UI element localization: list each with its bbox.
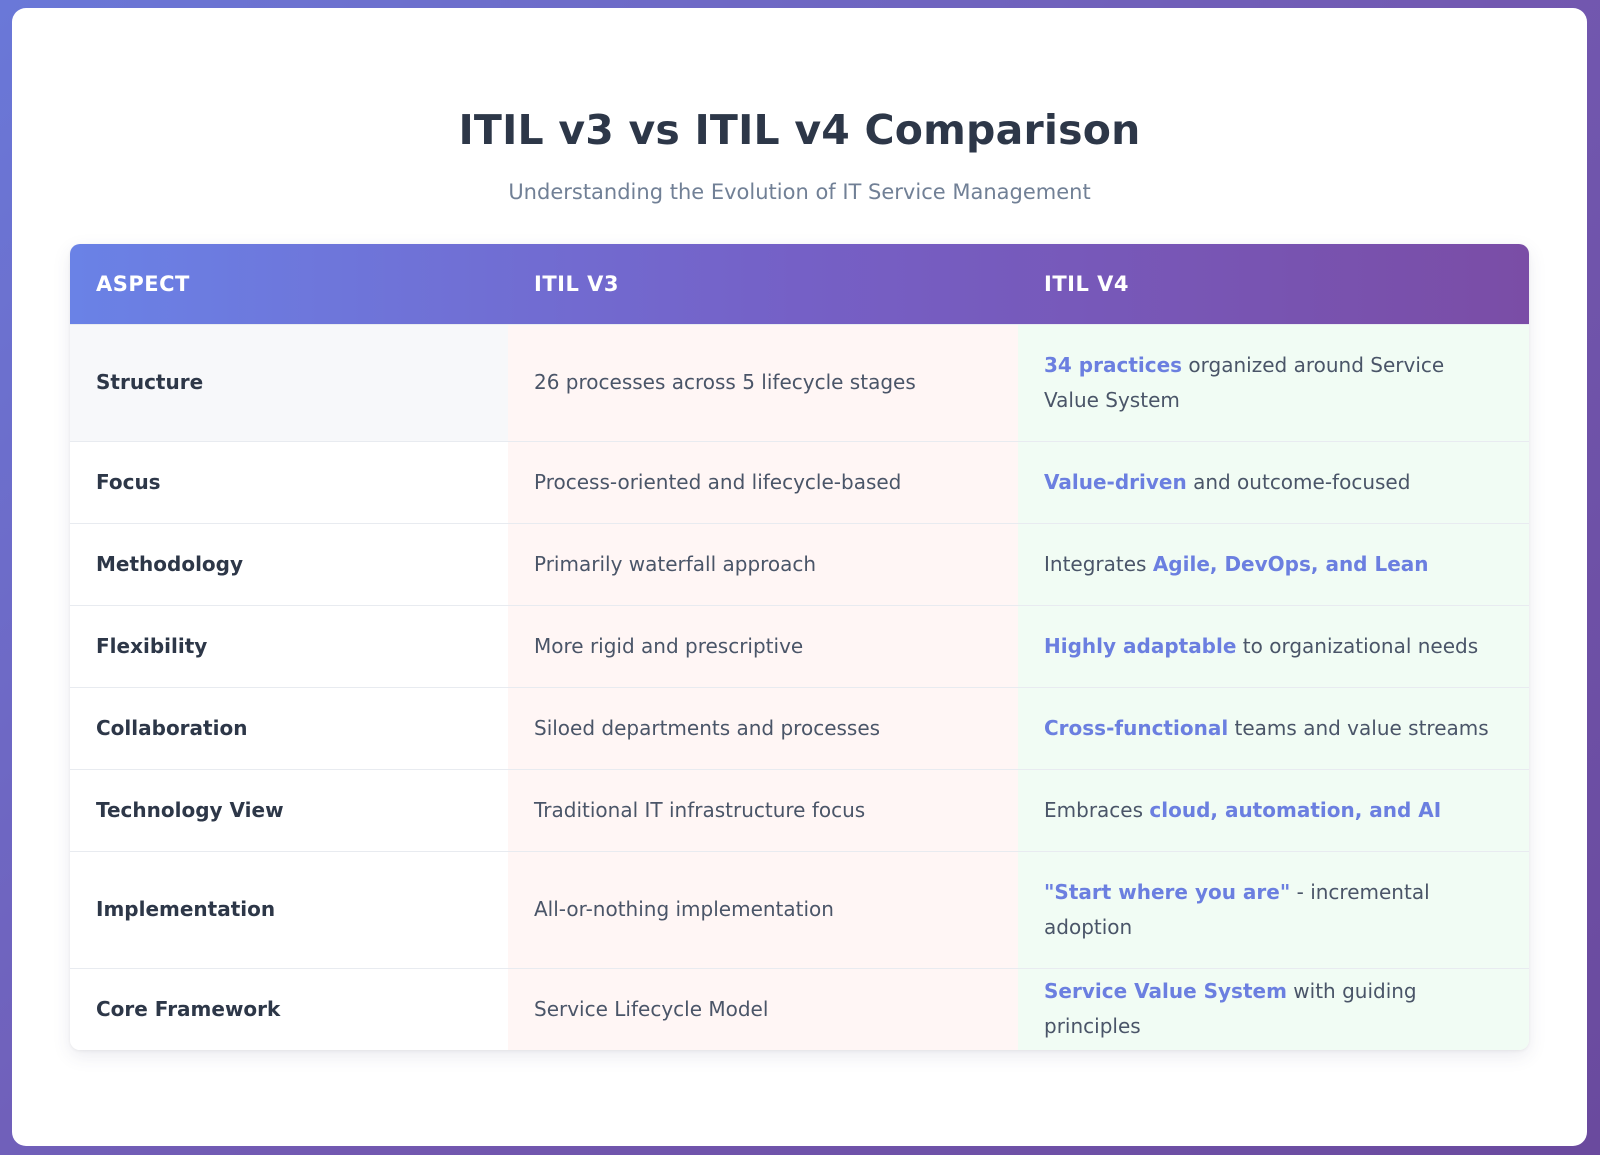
- v3-cell: Traditional IT infrastructure focus: [508, 768, 1018, 851]
- v4-highlight: Service Value System: [1044, 979, 1287, 1004]
- v4-text: - incremental adoption: [1044, 879, 1430, 939]
- aspect-cell: Technology View: [70, 768, 508, 851]
- v4-cell: Highly adaptable to organizational needs: [1018, 604, 1529, 687]
- v4-cell: Service Value System with guiding princi…: [1018, 967, 1529, 1050]
- aspect-cell: Flexibility: [70, 604, 508, 687]
- aspect-cell: Focus: [70, 440, 508, 523]
- v4-highlight: "Start where you are": [1044, 879, 1291, 904]
- page-title: ITIL v3 vs ITIL v4 Comparison: [458, 106, 1141, 154]
- v4-cell: Cross-functional teams and value streams: [1018, 686, 1529, 769]
- v4-text: and outcome-focused: [1186, 469, 1411, 494]
- table-row: Implementation All-or-nothing implementa…: [70, 850, 1529, 968]
- v4-cell: Value-driven and outcome-focused: [1018, 440, 1529, 523]
- v4-text: organized around Service Value System: [1044, 352, 1445, 412]
- header-aspect: ASPECT: [96, 271, 190, 296]
- v4-highlight: Highly adaptable: [1044, 633, 1237, 658]
- v3-cell: Service Lifecycle Model: [508, 967, 1018, 1050]
- table-row: Flexibility More rigid and prescriptive …: [70, 604, 1529, 687]
- v4-text: teams and value streams: [1228, 715, 1489, 740]
- v3-cell: 26 processes across 5 lifecycle stages: [508, 323, 1018, 441]
- table-row: Methodology Primarily waterfall approach…: [70, 522, 1529, 605]
- v4-highlight: Value-driven: [1044, 469, 1187, 494]
- aspect-cell: Implementation: [70, 850, 508, 968]
- v3-cell: Primarily waterfall approach: [508, 522, 1018, 605]
- v4-text: Embraces: [1044, 797, 1150, 822]
- content-card: ITIL v3 vs ITIL v4 Comparison Understand…: [12, 8, 1587, 1146]
- v3-cell: More rigid and prescriptive: [508, 604, 1018, 687]
- table-row: Core Framework Service Lifecycle Model S…: [70, 967, 1529, 1050]
- table-row: Technology View Traditional IT infrastru…: [70, 768, 1529, 851]
- v4-highlight: Cross-functional: [1044, 715, 1229, 740]
- v4-text: to organizational needs: [1236, 633, 1479, 658]
- v4-cell: Embraces cloud, automation, and AI: [1018, 768, 1529, 851]
- v3-cell: All-or-nothing implementation: [508, 850, 1018, 968]
- header-itil-v4: ITIL V4: [1044, 271, 1130, 296]
- aspect-cell: Core Framework: [70, 967, 508, 1050]
- page-subtitle: Understanding the Evolution of IT Servic…: [508, 180, 1091, 204]
- v4-cell: "Start where you are" - incremental adop…: [1018, 850, 1529, 968]
- comparison-table: ASPECT ITIL V3 ITIL V4 Structure 26 proc…: [70, 244, 1529, 1050]
- header-itil-v3: ITIL V3: [534, 271, 620, 296]
- v3-cell: Process-oriented and lifecycle-based: [508, 440, 1018, 523]
- table-row: Focus Process-oriented and lifecycle-bas…: [70, 440, 1529, 523]
- v4-cell: 34 practices organized around Service Va…: [1018, 323, 1529, 441]
- v4-text: with guiding principles: [1044, 979, 1417, 1039]
- table-row: Collaboration Siloed departments and pro…: [70, 686, 1529, 769]
- v4-highlight: 34 practices: [1044, 352, 1183, 377]
- v4-cell: Integrates Agile, DevOps, and Lean: [1018, 522, 1529, 605]
- v4-highlight: cloud, automation, and AI: [1149, 797, 1442, 822]
- aspect-cell: Methodology: [70, 522, 508, 605]
- aspect-cell: Structure: [70, 323, 508, 441]
- v3-cell: Siloed departments and processes: [508, 686, 1018, 769]
- v4-text: Integrates: [1044, 551, 1153, 576]
- table-header-row: ASPECT ITIL V3 ITIL V4: [70, 244, 1529, 324]
- aspect-cell: Collaboration: [70, 686, 508, 769]
- table-row: Structure 26 processes across 5 lifecycl…: [70, 323, 1529, 441]
- v4-highlight: Agile, DevOps, and Lean: [1152, 551, 1429, 576]
